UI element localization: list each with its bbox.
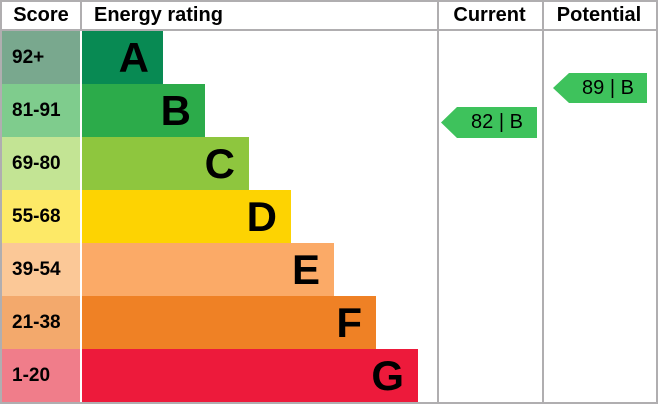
- band-row-g: 1-20 G: [2, 349, 437, 402]
- band-row-e: 39-54 E: [2, 243, 437, 296]
- score-column-divider: [80, 2, 82, 29]
- score-cell: 55-68: [2, 190, 80, 243]
- rating-bar: A: [82, 31, 163, 84]
- rating-bar: E: [82, 243, 334, 296]
- score-cell: 21-38: [2, 296, 80, 349]
- rating-bar: F: [82, 296, 376, 349]
- rating-bar: G: [82, 349, 418, 402]
- header-current: Current: [453, 4, 526, 26]
- header-divider-line: [2, 29, 656, 31]
- header-energy-rating: Energy rating: [94, 4, 223, 26]
- score-cell: 69-80: [2, 137, 80, 190]
- score-cell: 92+: [2, 31, 80, 84]
- current-rating-arrow: 82 | B: [441, 107, 537, 138]
- header-potential: Potential: [556, 4, 642, 26]
- band-row-f: 21-38 F: [2, 296, 437, 349]
- rating-bands: 92+ A 81-91 B 69-80 C 55-68 D 39-54 E 21…: [2, 31, 437, 402]
- score-cell: 81-91: [2, 84, 80, 137]
- header-score: Score: [13, 4, 69, 26]
- current-column-divider: [437, 2, 439, 402]
- potential-column-divider: [542, 2, 544, 402]
- score-cell: 39-54: [2, 243, 80, 296]
- band-row-c: 69-80 C: [2, 137, 437, 190]
- rating-bar: D: [82, 190, 291, 243]
- band-row-d: 55-68 D: [2, 190, 437, 243]
- rating-bar: B: [82, 84, 205, 137]
- band-row-a: 92+ A: [2, 31, 437, 84]
- rating-bar: C: [82, 137, 249, 190]
- potential-rating-arrow: 89 | B: [553, 73, 647, 103]
- score-cell: 1-20: [2, 349, 80, 402]
- band-row-b: 81-91 B: [2, 84, 437, 137]
